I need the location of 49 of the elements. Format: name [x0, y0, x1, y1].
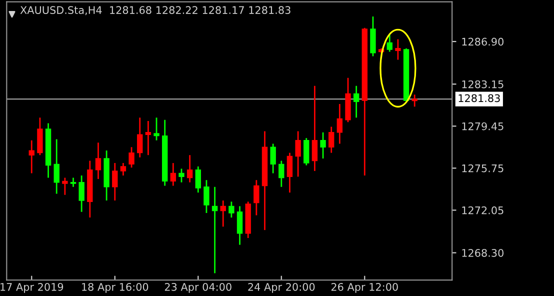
candlestick [370, 16, 376, 57]
candlestick [204, 179, 210, 214]
candlestick [295, 130, 301, 178]
candlestick [62, 177, 68, 196]
ref-line-label: 1281.83 [458, 94, 500, 102]
candlestick [154, 116, 160, 142]
candlestick [137, 116, 143, 158]
y-tick-label: 1286.90 [462, 38, 504, 46]
candlestick [78, 174, 84, 213]
candlestick [336, 103, 343, 144]
candlestick [328, 126, 334, 154]
candlestick [186, 154, 193, 184]
candlestick [195, 166, 201, 194]
candlestick [220, 200, 226, 228]
candlestick [395, 38, 401, 60]
candlestick [278, 160, 284, 188]
y-tick-label: 1275.75 [462, 164, 504, 172]
y-tick-label: 1283.15 [462, 80, 504, 88]
candlestick [386, 34, 392, 52]
candlestick [212, 186, 218, 274]
candlestick [286, 152, 293, 194]
candlestick [128, 146, 134, 168]
candlestick [145, 120, 152, 156]
candlestick [320, 132, 326, 160]
candlestick [254, 179, 260, 216]
candlestick [70, 177, 76, 188]
x-tick-label: 18 Apr 16:00 [82, 282, 148, 293]
x-tick-label: 26 Apr 12:00 [331, 282, 398, 293]
candlestick [353, 85, 360, 118]
x-tick-label: 23 Apr 04:00 [164, 282, 232, 293]
candlestick [312, 85, 318, 172]
candlestick [178, 168, 184, 184]
candlestick [228, 200, 234, 218]
candlestick [54, 138, 60, 194]
candlestick [170, 162, 176, 186]
y-tick-label: 1279.45 [462, 122, 504, 130]
x-tick-label: 17 Apr 2019 [0, 282, 64, 293]
candlestick [28, 140, 34, 174]
candlestick [304, 137, 310, 166]
candlestick [95, 142, 102, 180]
candlestick [120, 162, 126, 176]
candlestick [37, 116, 43, 156]
chart-title: XAUUSD.Sta,H4 1281.68 1282.22 1281.17 1281.83 [20, 6, 290, 16]
y-tick-label: 1268.30 [462, 248, 504, 257]
candlestick [236, 206, 243, 246]
x-tick-label: 24 Apr 20:00 [248, 282, 315, 293]
candlestick [270, 143, 276, 174]
y-tick-label: 1272.05 [462, 206, 504, 214]
candlestick [112, 162, 118, 202]
